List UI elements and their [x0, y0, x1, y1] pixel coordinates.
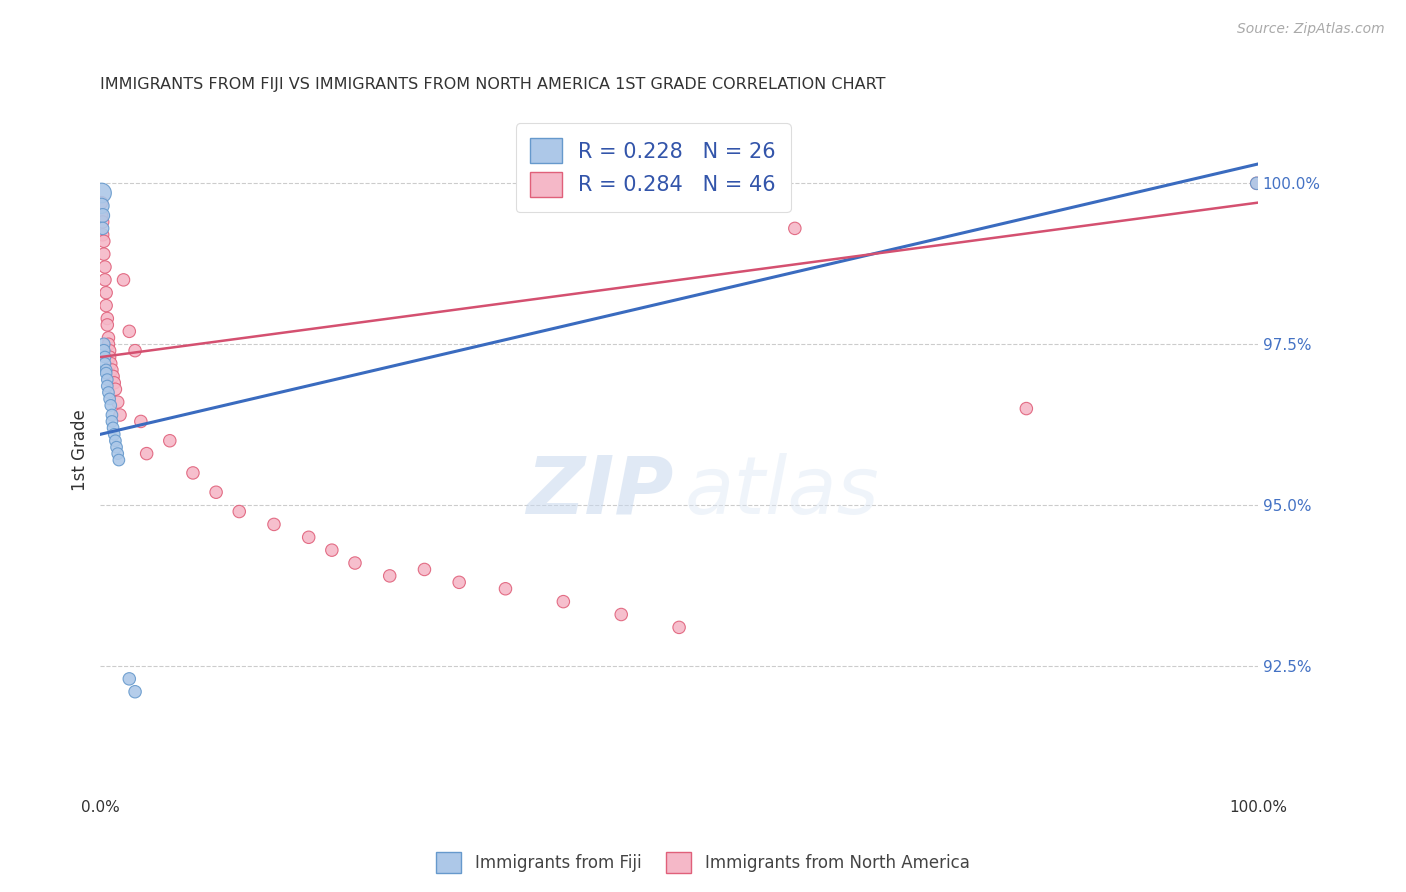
Point	[321, 543, 343, 558]
Text: IMMIGRANTS FROM FIJI VS IMMIGRANTS FROM NORTH AMERICA 1ST GRADE CORRELATION CHAR: IMMIGRANTS FROM FIJI VS IMMIGRANTS FROM …	[100, 78, 886, 93]
Point	[91, 227, 114, 242]
Point	[112, 273, 135, 287]
Point	[1015, 401, 1038, 416]
Point	[343, 556, 366, 570]
Point	[94, 285, 117, 300]
Point	[101, 363, 124, 377]
Legend: R = 0.228   N = 26, R = 0.284   N = 46: R = 0.228 N = 26, R = 0.284 N = 46	[516, 123, 790, 211]
Point	[91, 221, 114, 235]
Text: Source: ZipAtlas.com: Source: ZipAtlas.com	[1237, 22, 1385, 37]
Point	[1246, 177, 1268, 191]
Point	[107, 395, 129, 409]
Point	[124, 684, 146, 698]
Point	[94, 299, 117, 313]
Point	[94, 363, 117, 377]
Point	[93, 234, 115, 248]
Point	[94, 273, 117, 287]
Point	[103, 427, 125, 442]
Point	[90, 199, 112, 213]
Point	[96, 318, 118, 332]
Point	[94, 350, 117, 364]
Point	[94, 260, 117, 274]
Point	[91, 209, 114, 223]
Point	[413, 562, 436, 576]
Point	[94, 366, 117, 380]
Point	[298, 530, 321, 544]
Point	[205, 485, 228, 500]
Point	[90, 209, 112, 223]
Point	[98, 350, 121, 364]
Point	[129, 414, 152, 428]
Point	[104, 434, 127, 448]
Point	[97, 337, 120, 351]
Point	[118, 324, 141, 338]
Point	[90, 186, 112, 200]
Point	[101, 414, 124, 428]
Y-axis label: 1st Grade: 1st Grade	[72, 409, 89, 491]
Point	[378, 569, 401, 583]
Text: atlas: atlas	[685, 453, 880, 531]
Point	[104, 382, 127, 396]
Point	[159, 434, 181, 448]
Point	[101, 408, 124, 422]
Point	[105, 440, 128, 454]
Point	[108, 408, 131, 422]
Point	[610, 607, 633, 622]
Point	[96, 311, 118, 326]
Point	[90, 195, 112, 210]
Legend: Immigrants from Fiji, Immigrants from North America: Immigrants from Fiji, Immigrants from No…	[430, 846, 976, 880]
Point	[124, 343, 146, 358]
Point	[97, 331, 120, 345]
Point	[100, 357, 122, 371]
Point	[181, 466, 204, 480]
Point	[91, 215, 114, 229]
Point	[96, 373, 118, 387]
Point	[101, 369, 124, 384]
Point	[93, 247, 115, 261]
Point	[94, 357, 117, 371]
Point	[135, 447, 157, 461]
Point	[101, 421, 124, 435]
Point	[495, 582, 517, 596]
Point	[553, 594, 575, 608]
Text: ZIP: ZIP	[526, 453, 673, 531]
Point	[228, 504, 250, 518]
Point	[107, 447, 129, 461]
Point	[449, 575, 471, 590]
Point	[263, 517, 285, 532]
Point	[1246, 177, 1268, 191]
Point	[96, 379, 118, 393]
Point	[668, 620, 690, 634]
Point	[98, 343, 121, 358]
Point	[98, 392, 121, 406]
Point	[93, 337, 115, 351]
Point	[97, 385, 120, 400]
Point	[93, 343, 115, 358]
Point	[108, 453, 131, 467]
Point	[103, 376, 125, 390]
Point	[100, 398, 122, 412]
Point	[783, 221, 806, 235]
Point	[118, 672, 141, 686]
